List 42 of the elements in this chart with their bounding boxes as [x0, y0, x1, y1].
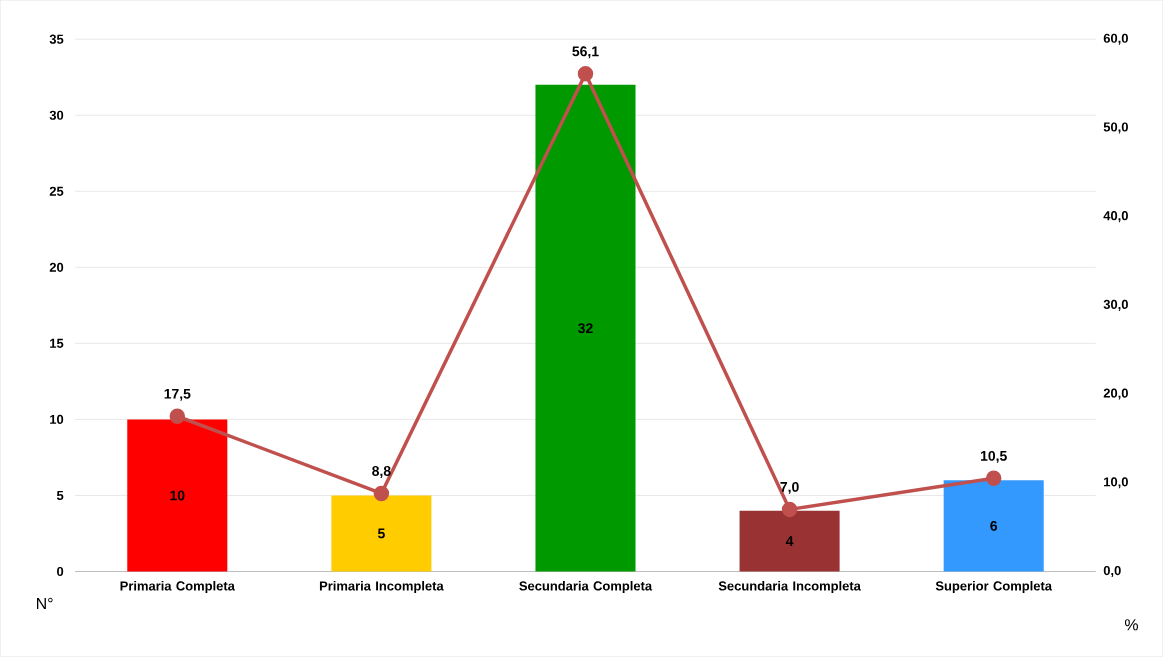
x-tick-label: Secundaria Incompleta: [718, 581, 861, 594]
y-tick-label: 0: [57, 567, 64, 577]
y-tick-label: 15: [50, 338, 64, 349]
y-tick-label: 5: [56, 491, 64, 501]
bar: [739, 510, 840, 572]
data-label: 8,8: [372, 466, 391, 479]
point: [985, 470, 1002, 487]
x-tick-label: Secundaria Completa: [519, 581, 653, 594]
point: [781, 501, 798, 518]
y2-axis-title: %: [1124, 619, 1138, 631]
y-tick-label: 25: [49, 186, 64, 197]
x-tick-label: Primaria Completa: [120, 581, 235, 594]
y2-tick-label: 10,0: [1104, 477, 1128, 489]
y2-tick-label: 0,0: [1103, 566, 1121, 578]
bar: [331, 495, 432, 572]
y2-tick-label: 60,0: [1103, 33, 1128, 45]
data-label: 5: [377, 528, 385, 539]
x-tick-label: Primaria Incompleta: [319, 581, 444, 594]
data-label: 32: [578, 323, 593, 334]
data-label: 7,0: [780, 482, 799, 494]
y-tick-label: 10: [50, 414, 64, 425]
bar: [535, 84, 636, 572]
data-label: 10: [170, 490, 185, 501]
y-axis-title: N°: [36, 597, 53, 610]
point: [169, 408, 186, 425]
y-tick-label: 20: [49, 262, 64, 273]
data-label: 56,1: [572, 46, 599, 59]
y-tick-label: 35: [49, 34, 64, 44]
y2-tick-label: 30,0: [1103, 299, 1128, 311]
data-label: 10,5: [980, 451, 1007, 463]
point: [373, 485, 390, 502]
bar: [127, 419, 228, 572]
data-label: 6: [990, 521, 998, 531]
y2-tick-label: 20,0: [1103, 388, 1128, 400]
data-label: 4: [785, 536, 794, 546]
data-label: 17,5: [164, 389, 191, 401]
y-tick-label: 30: [49, 110, 64, 120]
point: [577, 66, 594, 82]
y2-tick-label: 40,0: [1103, 211, 1128, 223]
bar: [943, 480, 1044, 572]
y2-tick-label: 50,0: [1103, 122, 1128, 134]
x-tick-label: Superior Completa: [935, 581, 1053, 594]
